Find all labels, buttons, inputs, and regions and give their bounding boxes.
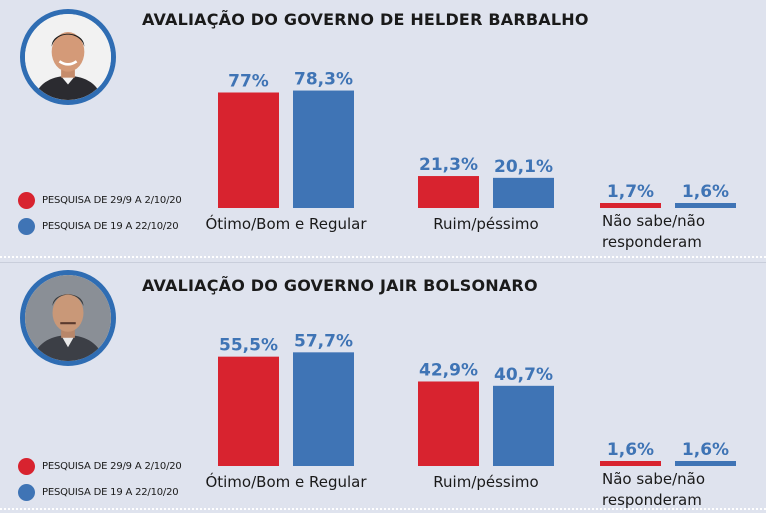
chart-title: AVALIAÇÃO DO GOVERNO JAIR BOLSONARO xyxy=(142,276,538,295)
red-dot-icon xyxy=(18,191,35,209)
jair-bolsonaro-portrait-icon xyxy=(20,270,116,366)
data-label: 1,6% xyxy=(607,440,654,460)
category-label: Ótimo/Bom e Regular xyxy=(205,214,367,233)
bar-2-1 xyxy=(293,90,354,208)
legend-label: PESQUISA DE 29/9 A 2/10/20 xyxy=(42,194,182,206)
data-label: 55,5% xyxy=(219,336,278,356)
legend-item-series-2: PESQUISA DE 19 A 22/10/20 xyxy=(18,213,182,239)
chart-title: AVALIAÇÃO DO GOVERNO DE HELDER BARBALHO xyxy=(142,10,589,29)
bar-2-2 xyxy=(493,177,554,208)
bottom-divider xyxy=(0,508,766,512)
legend-item-series-2: PESQUISA DE 19 A 22/10/20 xyxy=(18,479,182,505)
bar-2-3 xyxy=(675,461,736,466)
data-label: 57,7% xyxy=(294,331,353,351)
bar-1-2 xyxy=(418,176,479,208)
bar-1-1 xyxy=(218,92,279,208)
legend-item-series-1: PESQUISA DE 29/9 A 2/10/20 xyxy=(18,187,182,213)
bar-1-3 xyxy=(600,203,661,208)
blue-dot-icon xyxy=(18,483,35,501)
category-label: Não sabe/não responderam xyxy=(602,470,705,509)
bar-2-2 xyxy=(493,385,554,466)
red-dot-icon xyxy=(18,457,35,475)
blue-dot-icon xyxy=(18,217,35,235)
legend-label: PESQUISA DE 19 A 22/10/20 xyxy=(42,220,179,232)
data-label: 78,3% xyxy=(294,70,353,90)
helder-barbalho-portrait-icon xyxy=(20,9,116,105)
legend-item-series-1: PESQUISA DE 29/9 A 2/10/20 xyxy=(18,453,182,479)
data-label: 21,3% xyxy=(419,155,478,175)
panel-divider xyxy=(0,256,766,263)
bar-chart-bolsonaro: 55,5% 57,7% Ótimo/Bom e Regular 42,9% 40,7% R… xyxy=(205,331,736,509)
bar-2-3 xyxy=(675,203,736,208)
data-label: 77% xyxy=(228,72,269,92)
bar-1-3 xyxy=(600,461,661,466)
bar-chart-helder: 77% 78,3% Ótimo/Bom e Regular 21,3% 20,1% Rui… xyxy=(205,70,736,251)
data-label: 1,6% xyxy=(682,440,729,460)
bar-2-1 xyxy=(293,352,354,466)
legend: PESQUISA DE 29/9 A 2/10/20 PESQUISA DE 1… xyxy=(18,453,182,505)
data-label: 40,7% xyxy=(494,365,553,385)
data-label: 1,7% xyxy=(607,182,654,202)
category-label: Não sabe/não responderam xyxy=(602,212,705,251)
chart-panel-bolsonaro: AVALIAÇÃO DO GOVERNO JAIR BOLSONARO 55,5… xyxy=(0,262,766,513)
bar-1-1 xyxy=(218,356,279,466)
data-label: 20,1% xyxy=(494,157,553,177)
legend-label: PESQUISA DE 19 A 22/10/20 xyxy=(42,486,179,498)
data-label: 42,9% xyxy=(419,360,478,380)
data-label: 1,6% xyxy=(682,182,729,202)
category-label: Ruim/péssimo xyxy=(433,473,538,491)
category-label: Ruim/péssimo xyxy=(433,215,538,233)
legend-label: PESQUISA DE 29/9 A 2/10/20 xyxy=(42,460,182,472)
legend: PESQUISA DE 29/9 A 2/10/20 PESQUISA DE 1… xyxy=(18,187,182,239)
chart-panel-helder: AVALIAÇÃO DO GOVERNO DE HELDER BARBALHO … xyxy=(0,0,766,256)
bar-1-2 xyxy=(418,381,479,466)
category-label: Ótimo/Bom e Regular xyxy=(205,472,367,491)
